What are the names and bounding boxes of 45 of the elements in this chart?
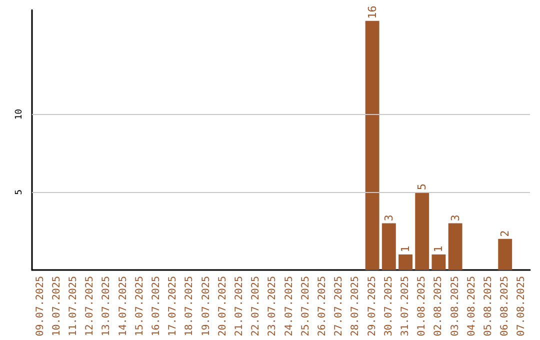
x-tick-label: 27.07.2025 [334, 276, 345, 336]
x-tick-label: 14.07.2025 [118, 276, 129, 336]
x-tick-label: 12.07.2025 [84, 276, 96, 336]
bar [365, 20, 380, 270]
x-tick-label: 20.07.2025 [217, 276, 228, 336]
x-tick-label: 18.07.2025 [184, 276, 196, 336]
data-label: 3 [448, 214, 462, 222]
x-tick-label: 31.07.2025 [400, 276, 411, 336]
data-label: 1 [399, 246, 412, 252]
x-tick-label: 01.08.2025 [416, 276, 428, 336]
x-tick-label: 15.07.2025 [134, 276, 146, 336]
data-label: 2 [498, 230, 512, 237]
bar [432, 254, 446, 270]
x-tick-label: 30.07.2025 [383, 276, 394, 336]
x-tick-label: 29.07.2025 [366, 276, 378, 336]
x-tick-label: 04.08.2025 [466, 276, 478, 336]
x-tick-label: 24.07.2025 [284, 276, 295, 336]
data-label: 1 [432, 246, 446, 252]
bar [398, 254, 412, 270]
x-tick-label: 13.07.2025 [101, 276, 112, 336]
x-tick-label: 22.07.2025 [250, 276, 262, 336]
data-label: 5 [416, 184, 429, 190]
x-tick-label: 03.08.2025 [450, 276, 461, 336]
y-tick-label: 10 [14, 108, 24, 120]
bar [448, 223, 462, 270]
x-tick-label: 07.08.2025 [516, 276, 528, 336]
x-tick-label: 06.08.2025 [500, 276, 511, 336]
bar [415, 192, 430, 270]
x-tick-label: 02.08.2025 [433, 276, 444, 336]
x-tick-label: 17.07.2025 [168, 276, 179, 336]
x-tick-label: 25.07.2025 [300, 276, 312, 336]
x-tick-label: 28.07.2025 [350, 276, 362, 336]
x-tick-label: 26.07.2025 [317, 276, 328, 336]
x-tick-label: 16.07.2025 [151, 276, 162, 336]
x-tick-label: 23.07.2025 [267, 276, 278, 336]
data-label: 16 [366, 6, 379, 19]
x-tick-label: 11.07.2025 [68, 276, 79, 336]
x-tick-label: 05.08.2025 [483, 276, 494, 336]
data-label: 3 [382, 214, 396, 222]
x-tick-label: 19.07.2025 [200, 276, 212, 336]
x-tick-label: 10.07.2025 [51, 276, 62, 336]
x-tick-label: 09.07.2025 [34, 276, 46, 336]
bar [382, 223, 396, 270]
bar [498, 238, 512, 270]
x-tick-label: 21.07.2025 [234, 276, 245, 336]
